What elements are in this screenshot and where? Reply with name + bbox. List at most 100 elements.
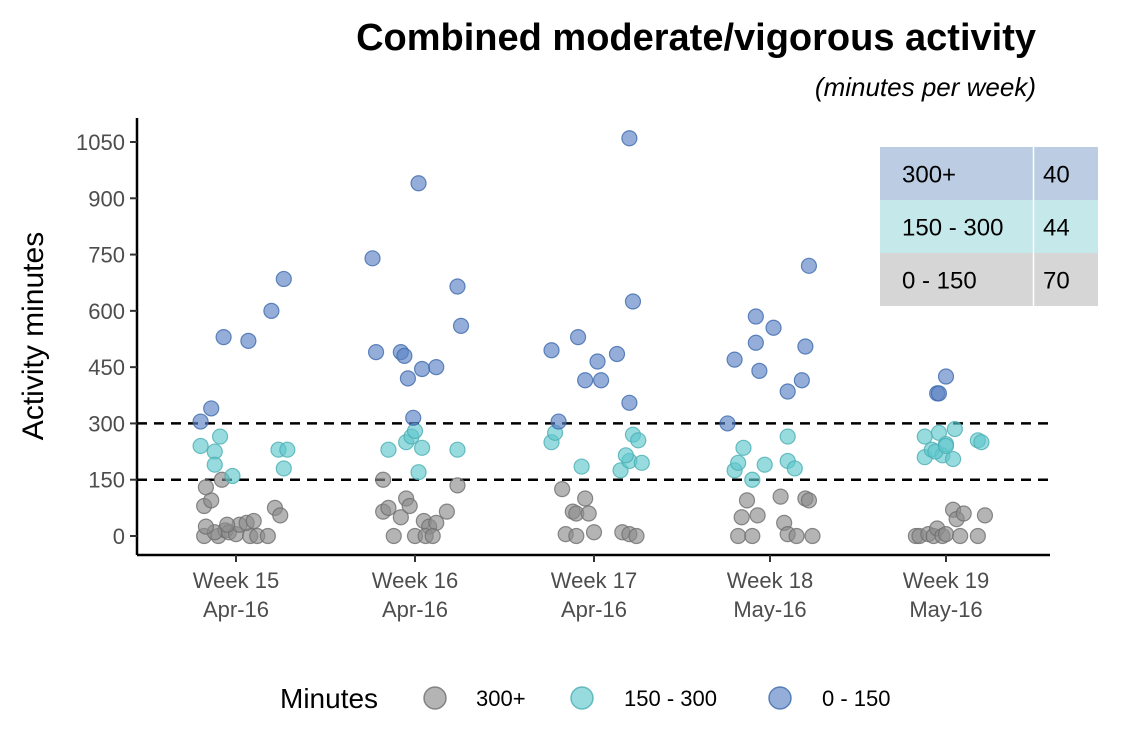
y-tick-label: 900 [88,186,125,211]
data-point-300 [804,527,821,545]
data-point-150-300 [633,454,650,471]
legend-swatch [768,686,792,710]
table-cell-label-bg [880,147,1033,200]
legend-swatch [570,686,594,710]
data-point-0-150 [930,385,948,402]
data-point-0-150 [608,345,626,363]
data-point-300 [385,527,402,545]
data-point-300 [969,527,986,545]
data-point-0-150 [263,302,280,319]
y-tick-label: 300 [88,411,125,436]
data-point-300 [375,471,392,488]
x-tick-label-week: Week 18 [727,568,813,593]
x-tick-label-month: Apr-16 [382,597,448,622]
data-point-0-150 [765,319,782,336]
data-point-0-150 [793,372,810,389]
data-point-0-150 [413,360,431,378]
legend-label: 150 - 300 [624,686,717,711]
data-point-0-150 [550,413,567,430]
data-point-150-300 [946,420,963,438]
data-point-300 [380,499,397,516]
data-point-0-150 [797,338,814,355]
data-point-300 [577,490,594,507]
data-point-150-300 [617,447,634,464]
x-tick-label-week: Week 16 [372,568,458,593]
plot-area: 0 150 300 450 600 750 900 1050 Week 15 Apr-16 Week… [76,118,1050,622]
chart-title: Combined moderate/vigorous activity [356,17,1036,59]
data-point-300 [259,527,276,545]
data-point-150-300 [410,464,427,481]
legend: Minutes 300+ 150 - 300 0 - 150 [280,683,891,714]
data-point-300 [392,509,409,526]
data-point-0-150 [449,278,466,295]
data-point-150-300 [275,460,292,477]
data-point-300 [568,527,585,545]
data-point-150-300 [192,437,209,455]
data-point-0-150 [410,175,427,192]
y-tick-label: 1050 [76,130,125,155]
data-point-0-150 [577,372,594,389]
y-tick-label: 750 [88,243,125,268]
data-point-300 [738,492,756,509]
data-point-150-300 [944,450,962,468]
data-point-0-150 [937,368,955,385]
data-point-300 [628,527,645,545]
table-cell-count-bg [1034,147,1098,200]
legend-label: 0 - 150 [822,686,891,711]
data-point-300 [580,505,597,522]
data-point-300 [749,507,766,524]
data-point-0-150 [624,293,642,310]
data-point-0-150 [203,400,220,417]
summary-table: 300+ 40 150 - 300 44 0 - 150 70 [880,147,1098,306]
x-tick-label-week: Week 19 [903,568,989,593]
y-tick-label: 600 [88,299,125,324]
data-point-150-300 [730,454,747,471]
data-point-300 [976,507,994,524]
data-point-150-300 [413,439,431,456]
data-point-0-150 [240,332,257,349]
data-point-0-150 [275,270,292,288]
data-point-150-300 [206,456,223,473]
table-row-count: 70 [1043,268,1070,295]
data-point-0-150 [543,342,560,359]
data-point-0-150 [428,359,445,376]
table-row-count: 40 [1043,162,1070,189]
data-point-0-150 [751,362,768,379]
data-point-150-300 [744,471,761,488]
data-point-300 [272,507,289,524]
data-point-0-150 [719,415,736,432]
x-tick-label-month: Apr-16 [561,597,627,622]
data-point-0-150 [800,257,818,274]
table-cell-count-bg [1034,200,1098,253]
table-row-label: 300+ [902,162,956,189]
data-point-300 [219,516,236,533]
data-point-0-150 [367,344,385,361]
data-point-0-150 [569,329,587,346]
data-point-0-150 [747,334,764,351]
table-row-label: 0 - 150 [902,268,977,295]
data-point-300 [438,503,455,520]
data-point-0-150 [192,413,209,430]
data-point-300 [245,512,262,530]
data-point-150-300 [279,441,296,458]
data-point-0-150 [779,383,796,400]
data-point-0-150 [399,370,417,387]
data-point-300 [401,497,418,515]
data-point-0-150 [405,409,422,426]
data-point-150-300 [786,460,803,477]
data-point-300 [744,527,761,545]
x-tick-label-month: May-16 [733,597,806,622]
y-tick-label: 0 [113,524,125,549]
legend-label: 300+ [476,686,526,711]
data-point-150-300 [211,428,229,445]
data-point-150-300 [779,428,796,445]
data-point-300 [937,526,955,543]
data-point-300 [197,479,215,496]
table-row-label: 150 - 300 [902,215,1003,242]
table-cell-label-bg [880,200,1033,253]
data-point-0-150 [215,329,232,346]
x-tick-label-week: Week 15 [193,568,279,593]
x-tick-label-month: May-16 [909,597,982,622]
data-point-300 [730,527,747,545]
